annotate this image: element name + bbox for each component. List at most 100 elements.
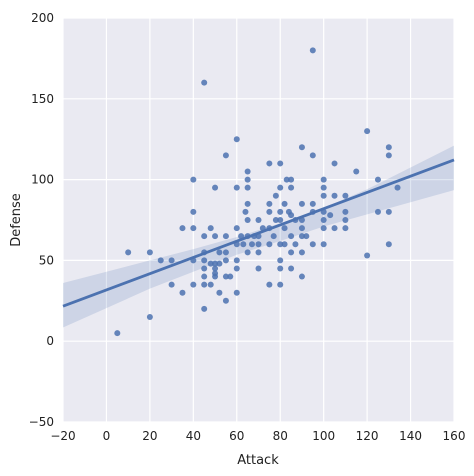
y-tick-label: 200 [31,11,54,25]
data-point [190,225,197,232]
data-point [342,225,349,232]
data-point [207,281,214,288]
data-point [201,281,208,288]
data-point [201,233,208,240]
data-point [157,257,164,264]
data-point [222,249,229,256]
data-point [222,257,229,264]
data-point [146,313,153,320]
data-point [233,225,240,232]
x-tick-label: 120 [356,429,379,443]
data-point [331,192,338,199]
data-point [201,257,208,264]
data-point [374,208,381,215]
data-point [292,241,299,248]
data-point [353,168,360,175]
data-point [385,241,392,248]
data-point [248,241,255,248]
data-point [298,273,305,280]
data-point [222,233,229,240]
data-point [320,192,327,199]
data-point [266,281,273,288]
y-axis-title: Defense [9,193,24,247]
gridlines [62,17,455,423]
data-point [255,249,262,256]
y-tick-labels: −50 0 50 100 150 200 [29,11,54,429]
x-tick-label: 0 [103,429,111,443]
regression-line-path [62,158,455,308]
data-point [342,208,349,215]
data-point [277,281,284,288]
x-tick-label: 80 [273,429,288,443]
data-point [288,184,295,191]
data-point [244,168,251,175]
data-point [283,176,290,183]
data-point [364,128,371,135]
data-point [320,241,327,248]
data-point [272,217,279,223]
data-point [288,249,295,256]
data-point [227,273,234,280]
data-point [190,281,197,288]
data-point [222,297,229,304]
x-tick-label: 40 [186,429,201,443]
data-point [309,200,316,207]
data-point [288,265,295,272]
data-point [342,217,349,223]
data-point [244,184,251,191]
data-point [281,200,288,207]
data-point [168,257,175,264]
y-tick-label: 150 [31,92,54,106]
data-point [298,225,305,232]
data-point [385,208,392,215]
data-point [266,208,273,215]
data-point [364,252,371,259]
data-point [320,225,327,232]
data-point [114,330,121,337]
data-point [255,241,262,248]
data-point [288,176,295,183]
x-tick-label: 140 [399,429,422,443]
x-tick-label: 60 [229,429,244,443]
data-point [216,249,223,256]
data-point [272,192,279,199]
data-point [207,260,214,267]
data-point [216,260,223,267]
data-point [233,136,240,143]
data-point [222,273,229,280]
data-point [179,289,186,296]
data-point [394,184,401,191]
data-point [281,225,288,232]
data-point [331,225,338,232]
x-tick-label: 20 [142,429,157,443]
data-point [303,233,310,240]
data-point [233,265,240,272]
data-point [244,217,251,223]
x-tick-label: 160 [443,429,466,443]
data-point [242,208,249,215]
data-point [190,176,197,183]
data-point [146,249,153,256]
data-point [212,233,219,240]
y-tick-label: 50 [39,253,54,267]
data-point [266,160,273,167]
data-point [288,212,295,219]
data-point [201,273,208,280]
data-point [288,233,295,240]
data-point [125,249,132,256]
data-point [309,241,316,248]
data-point [255,217,262,223]
data-point [309,152,316,159]
data-point [298,249,305,256]
data-point [255,265,262,272]
data-point [216,289,223,296]
data-point [298,200,305,207]
x-axis-title: Attack [237,453,279,468]
data-point [331,160,338,167]
data-point [277,257,284,264]
data-point [277,208,284,215]
data-point [309,47,316,54]
data-point [212,184,219,191]
data-point [233,257,240,264]
y-tick-label: 100 [31,173,54,187]
